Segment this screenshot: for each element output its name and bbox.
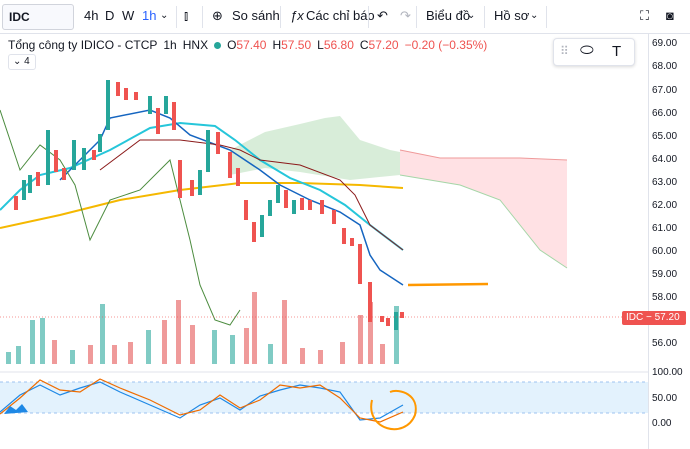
divider: [176, 6, 177, 28]
price-tick: 68.00: [652, 61, 678, 72]
change-value: −0.20 (−0.35%): [404, 38, 488, 52]
indicators-collapse-button[interactable]: ⌄ 4: [8, 54, 36, 70]
price-tick: 59.00: [652, 269, 678, 280]
symbol-label: IDC: [9, 10, 30, 24]
price-tick: 61.00: [652, 223, 678, 234]
legend-exchange: HNX: [182, 38, 209, 52]
price-tick: 58.00: [652, 292, 678, 303]
fullscreen-icon[interactable]: ⛶: [640, 8, 650, 23]
top-toolbar: IDC 4h D W 1h ⌄ ⫾ ⊕ So sánh ƒx Các chỉ b…: [0, 0, 690, 34]
undo-icon[interactable]: ↶: [377, 8, 388, 23]
tenkan-line: [99, 139, 404, 251]
annotation-circle: [370, 390, 417, 431]
low-value: 56.80: [323, 38, 354, 52]
volume-bars: [6, 292, 399, 364]
price-tick: 60.00: [652, 246, 678, 257]
candles: [14, 80, 404, 330]
drag-icon[interactable]: ⠿: [560, 44, 569, 58]
floating-drawing-toolbar: ⠿ ⬭ T: [553, 38, 635, 66]
fx-icon[interactable]: ƒx: [290, 8, 304, 23]
redo-icon[interactable]: ↷: [400, 8, 411, 23]
annotation-stroke: [407, 282, 489, 287]
legend-interval: 1h: [163, 38, 177, 52]
chevron-down-icon: ⌄: [13, 56, 22, 67]
price-tick: 67.00: [652, 85, 678, 96]
price-tick: 63.00: [652, 177, 678, 188]
legend-title: Tổng công ty IDICO - CTCP: [8, 38, 158, 52]
interval-d[interactable]: D: [105, 8, 115, 23]
market-status-icon: [214, 41, 222, 49]
last-price-badge: IDC − 57.20: [622, 311, 686, 325]
oscillator-tick: 50.00: [652, 393, 678, 404]
text-tool-icon[interactable]: T: [612, 43, 622, 60]
stoch-d: [0, 378, 404, 423]
oscillator-tick: 0.00: [652, 418, 672, 429]
indicators-button[interactable]: Các chỉ báo: [306, 8, 375, 23]
divider: [546, 6, 547, 28]
ellipse-tool-icon[interactable]: ⬭: [580, 42, 594, 59]
price-axis[interactable]: [648, 34, 690, 449]
interval-w[interactable]: W: [122, 8, 135, 23]
logo-icon: [4, 404, 28, 414]
candles-icon[interactable]: ⫾: [184, 8, 189, 23]
divider: [368, 6, 369, 28]
divider: [416, 6, 417, 28]
close-value: 57.20: [368, 38, 399, 52]
ma-long: [0, 182, 404, 229]
price-tick: 66.00: [652, 108, 678, 119]
divider: [280, 6, 281, 28]
compare-button[interactable]: So sánh: [232, 8, 280, 23]
divider: [484, 6, 485, 28]
interval-4h[interactable]: 4h: [84, 8, 99, 23]
symbol-legend: Tổng công ty IDICO - CTCP 1h HNX O57.40 …: [8, 38, 488, 52]
camera-icon[interactable]: ◙: [666, 8, 674, 23]
stoch-k: [0, 381, 404, 421]
chevron-down-icon[interactable]: ⌄: [530, 10, 539, 21]
ichimoku-cloud-bear: [400, 150, 567, 268]
price-tick: 64.00: [652, 154, 678, 165]
chart-type-button[interactable]: Biểu đồ: [426, 8, 471, 23]
high-value: 57.50: [281, 38, 312, 52]
profile-button[interactable]: Hồ sơ: [494, 8, 530, 23]
ichimoku-cloud-bull: [230, 116, 400, 180]
interval-1h[interactable]: 1h: [142, 8, 157, 23]
price-tick: 69.00: [652, 38, 678, 49]
price-tick: 62.00: [652, 200, 678, 211]
symbol-search[interactable]: IDC: [2, 4, 74, 30]
open-value: 57.40: [236, 38, 267, 52]
kijun-line: [59, 109, 404, 286]
price-tick: 56.00: [652, 338, 678, 349]
oscillator-tick: 100.00: [652, 367, 683, 378]
chikou-line: [0, 109, 241, 326]
divider: [202, 6, 203, 28]
oscillator-band: [0, 382, 648, 413]
chevron-down-icon[interactable]: ⌄: [467, 10, 476, 21]
chevron-down-icon[interactable]: ⌄: [160, 10, 169, 21]
plus-circle-icon[interactable]: ⊕: [212, 8, 223, 23]
price-tick: 65.00: [652, 131, 678, 142]
indicator-count: 4: [24, 56, 30, 67]
